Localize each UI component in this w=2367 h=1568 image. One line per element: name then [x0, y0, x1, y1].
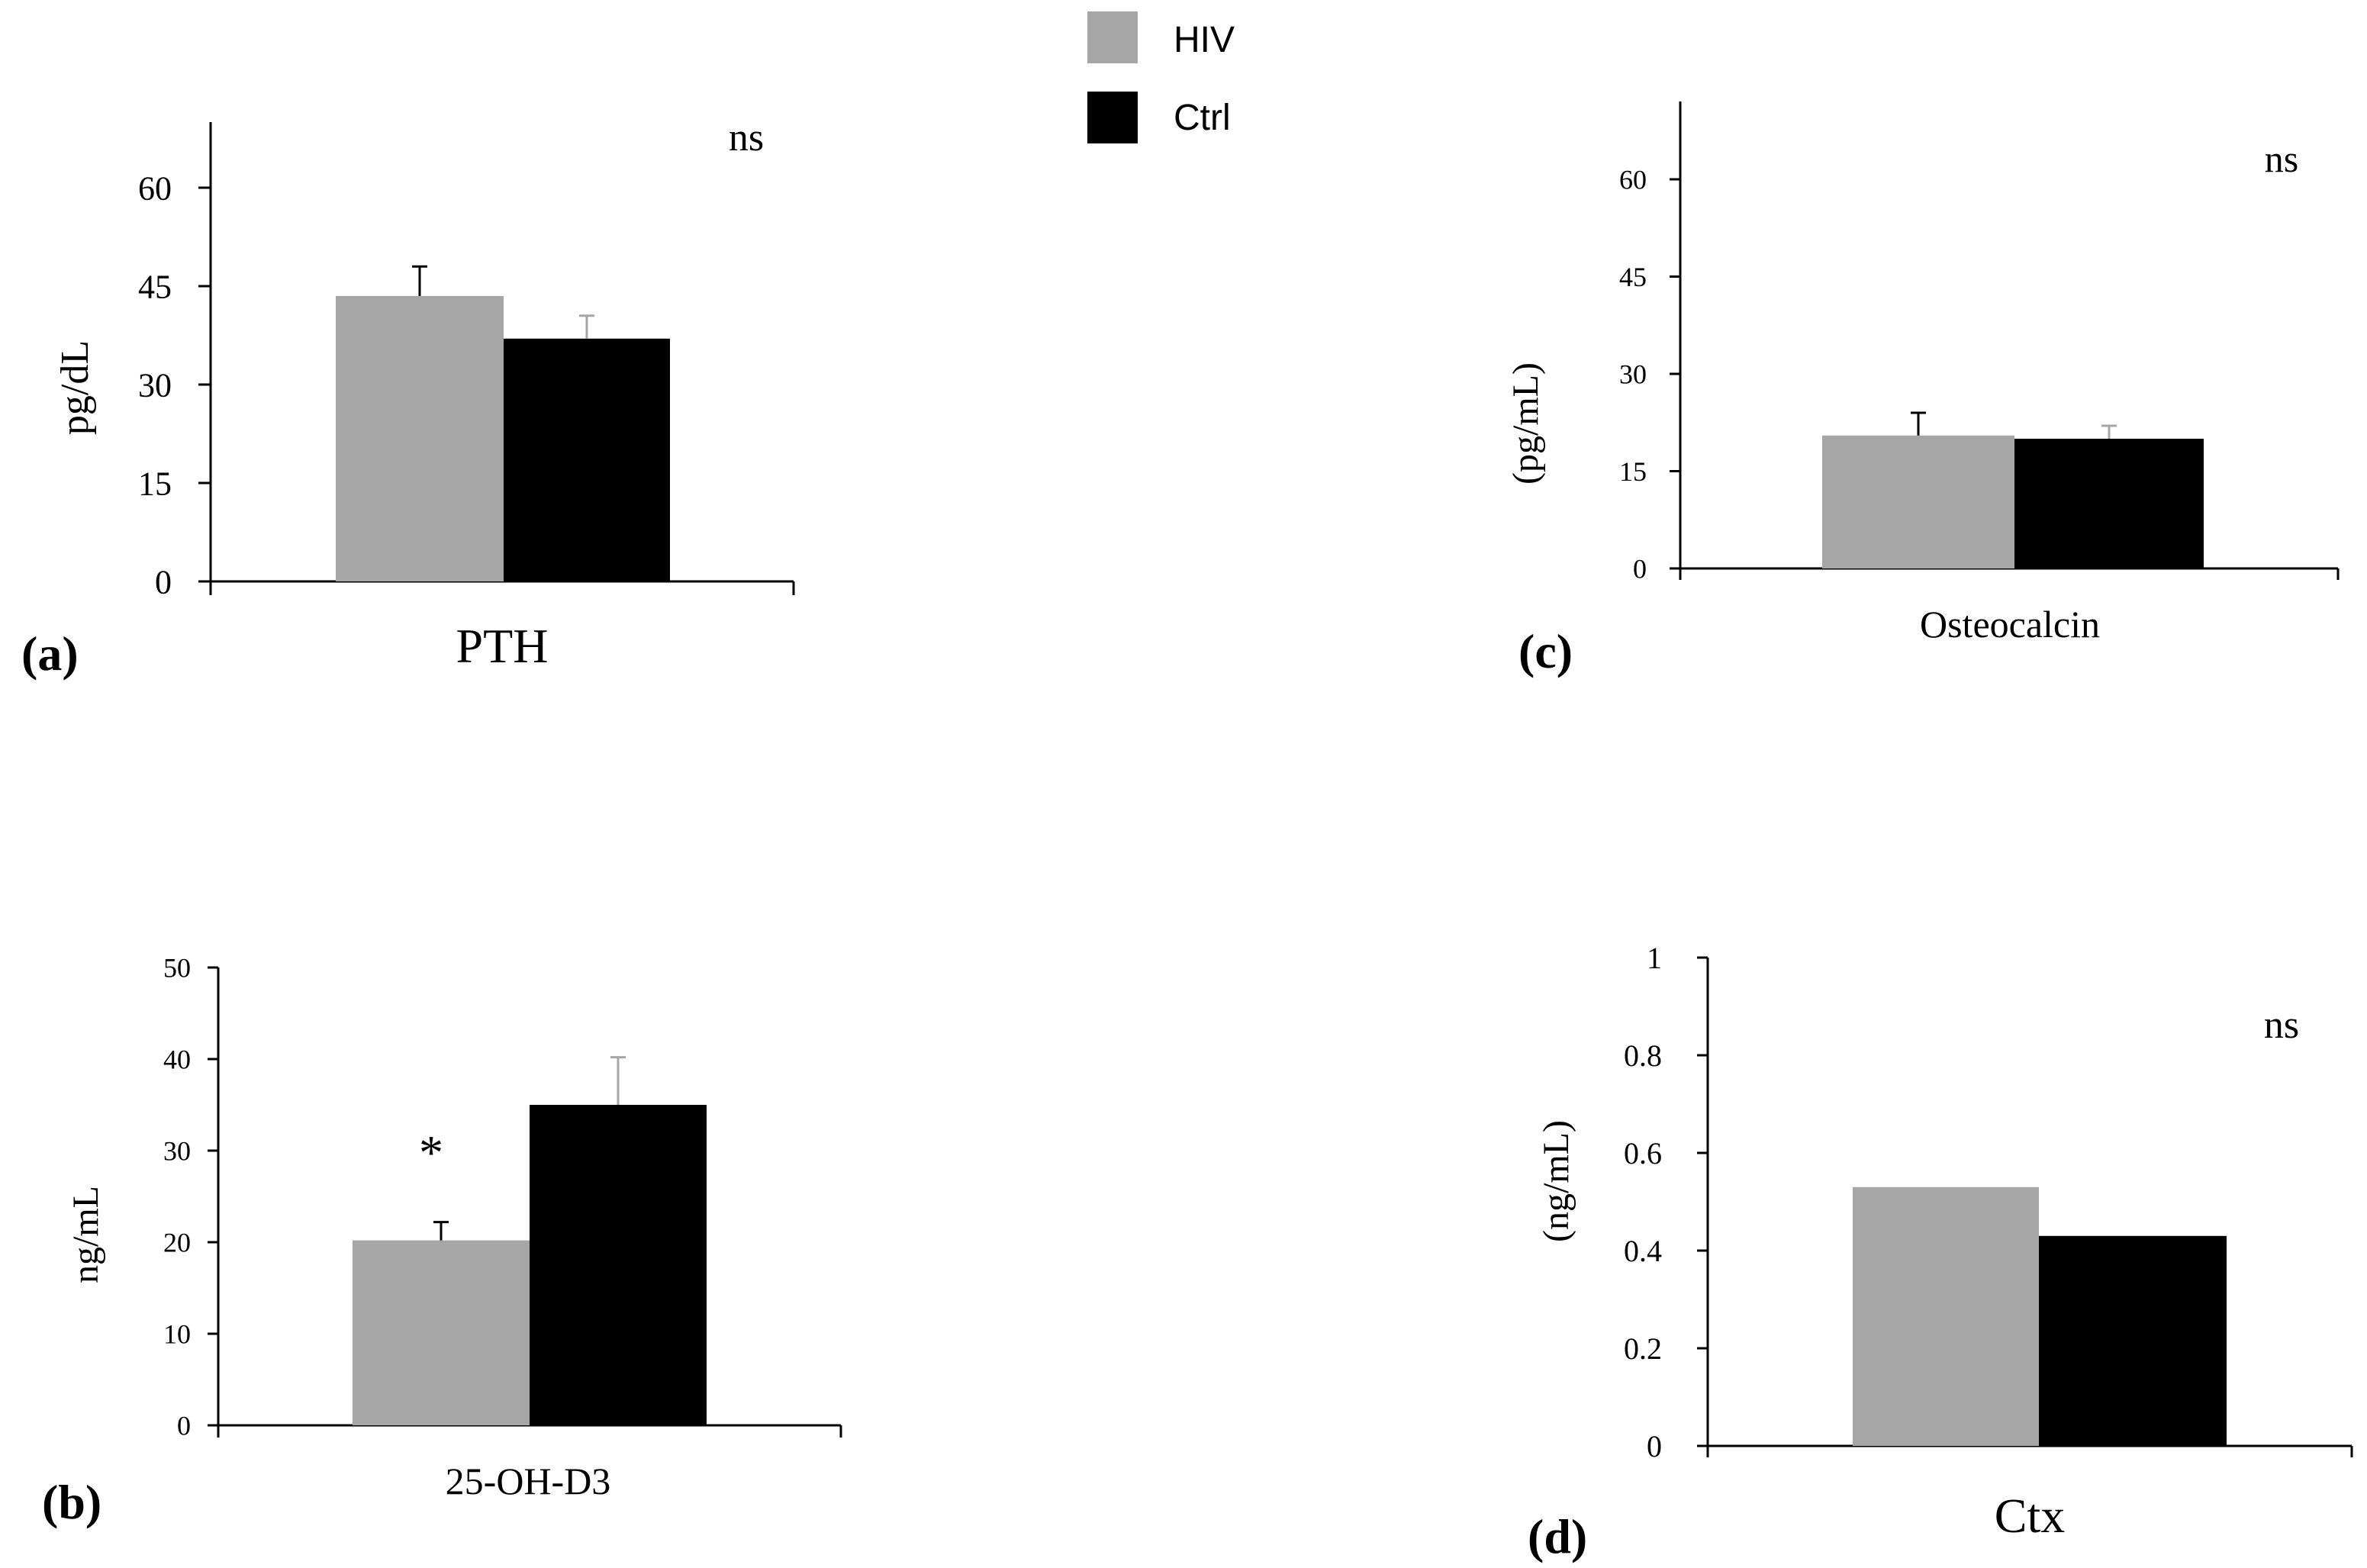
panel-d-label: (d): [1528, 1509, 1587, 1563]
bar-ctrl: [2014, 439, 2204, 568]
panel-c-annotation: ns: [2265, 137, 2298, 180]
panel-d: 0 0.2 0.4 0.6 0.8 1 (ng/mL) Ctx ns (d): [1528, 941, 2353, 1563]
y-tick-label: 45: [1619, 262, 1647, 292]
panel-d-xlabel: Ctx: [1995, 1489, 2065, 1543]
y-tick-label: 15: [138, 465, 172, 502]
legend-swatch-ctrl: [1087, 92, 1138, 143]
y-tick-label: 50: [163, 953, 191, 984]
bar-ctrl: [2039, 1235, 2227, 1446]
panel-a-yticks: 0 15 30 45 60: [138, 169, 211, 600]
y-tick-label: 30: [1619, 359, 1647, 390]
panel-d-ylabel: (ng/mL): [1536, 1120, 1576, 1242]
bar-ctrl: [530, 1105, 707, 1425]
legend: HIV Ctrl: [1087, 11, 1235, 143]
panel-c-ylabel: (pg/mL): [1506, 362, 1546, 485]
y-tick-label: 0.6: [1624, 1136, 1662, 1170]
y-tick-label: 60: [1619, 165, 1647, 195]
panel-d-yticks: 0 0.2 0.4 0.6 0.8 1: [1624, 941, 1708, 1463]
panel-c-xlabel: Osteocalcin: [1920, 603, 2100, 646]
y-tick-label: 0: [177, 1411, 191, 1441]
y-tick-label: 0.2: [1624, 1331, 1662, 1366]
panel-b-label: (b): [42, 1475, 101, 1529]
panel-c-yticks: 0 15 30 45 60: [1619, 165, 1680, 584]
panel-d-annotation: ns: [2264, 1003, 2299, 1047]
panel-b: 0 10 20 30 40 50 ng/mL 25-OH-D3 * (b): [42, 953, 842, 1529]
y-tick-label: 0.8: [1624, 1038, 1662, 1073]
y-tick-label: 0.4: [1624, 1234, 1662, 1268]
y-tick-label: 15: [1619, 456, 1647, 487]
y-tick-label: 45: [138, 268, 172, 305]
panel-a-ylabel: pg/dL: [53, 340, 97, 435]
panel-a-label: (a): [21, 626, 79, 681]
legend-label-ctrl: Ctrl: [1174, 98, 1231, 138]
panel-b-bars: [353, 1105, 707, 1425]
panel-a-bars: [336, 295, 670, 581]
y-tick-label: 0: [155, 563, 172, 600]
panel-c: 0 15 30 45 60 (pg/mL) Osteocalcin ns (c): [1506, 101, 2340, 678]
legend-label-hiv: HIV: [1174, 20, 1235, 60]
y-tick-label: 40: [163, 1045, 191, 1075]
panel-c-bars: [1822, 435, 2204, 568]
legend-swatch-hiv: [1087, 11, 1138, 63]
y-tick-label: 10: [163, 1319, 191, 1350]
y-tick-label: 20: [163, 1228, 191, 1258]
panel-a-annotation: ns: [729, 116, 764, 159]
panel-c-errorbars: [1911, 411, 2117, 439]
y-tick-label: 30: [163, 1136, 191, 1167]
bar-ctrl: [504, 338, 670, 581]
panel-b-errorbars: [433, 1056, 626, 1241]
panel-b-significance-marker: *: [419, 1125, 443, 1180]
y-tick-label: 30: [138, 366, 172, 404]
y-tick-label: 0: [1633, 554, 1647, 584]
panel-a-errorbars: [412, 265, 594, 339]
bar-hiv: [1853, 1186, 2039, 1446]
y-tick-label: 1: [1647, 941, 1662, 975]
bar-hiv: [353, 1240, 530, 1425]
y-tick-label: 60: [138, 169, 172, 207]
panel-a: 0 15 30 45 60 pg/dL PTH ns (a): [21, 116, 795, 681]
panel-b-yticks: 0 10 20 30 40 50: [163, 953, 218, 1441]
panel-c-label: (c): [1518, 624, 1573, 678]
panel-b-xlabel: 25-OH-D3: [446, 1460, 611, 1502]
bar-hiv: [336, 295, 504, 581]
panel-a-xlabel: PTH: [456, 619, 549, 673]
y-tick-label: 0: [1647, 1429, 1662, 1463]
bar-hiv: [1822, 435, 2014, 568]
panel-d-bars: [1853, 1186, 2227, 1446]
panel-b-ylabel: ng/mL: [66, 1186, 106, 1283]
